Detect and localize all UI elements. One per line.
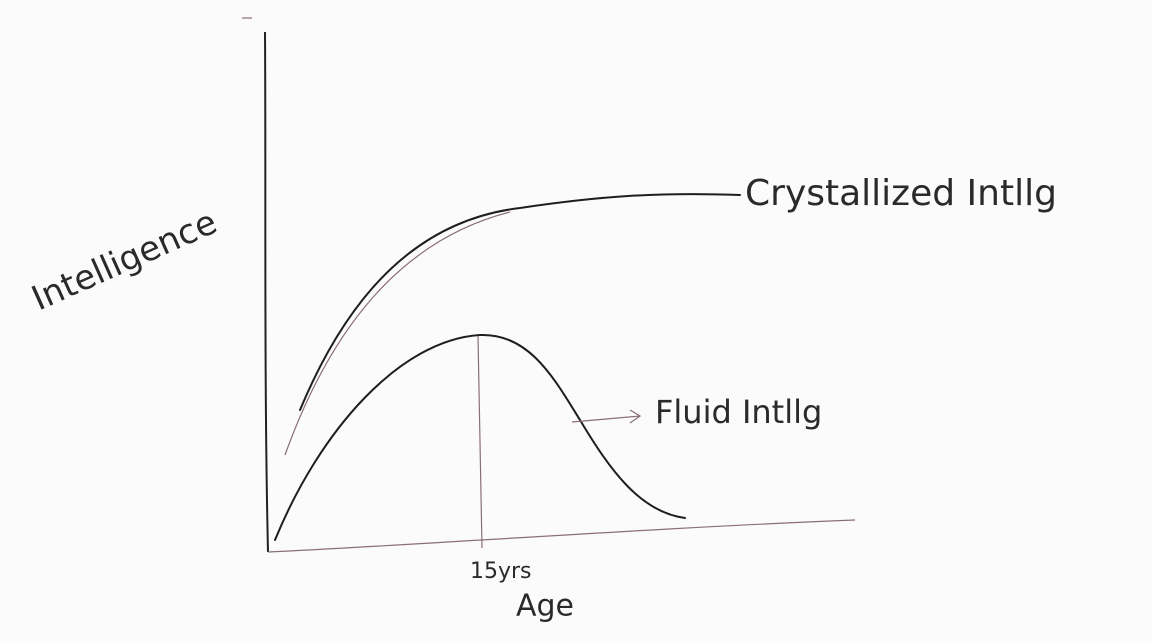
- curve-label: Fluid Intllg: [655, 393, 822, 431]
- curve-label: Crystallized Intllg: [745, 173, 1057, 214]
- peak-line: [478, 336, 482, 548]
- arrow: [572, 410, 640, 423]
- y-axis: [265, 32, 268, 552]
- diagram: Intelligence Crystallized Intllg Fluid I…: [0, 0, 1152, 641]
- peak-label: 15yrs: [470, 559, 532, 584]
- crystallized-curve: [300, 194, 740, 410]
- x-axis-label: Age: [516, 589, 574, 624]
- x-axis: [268, 520, 855, 552]
- y-axis-label: Intelligence: [26, 202, 223, 319]
- crystallized-curve-sketch: [285, 212, 510, 455]
